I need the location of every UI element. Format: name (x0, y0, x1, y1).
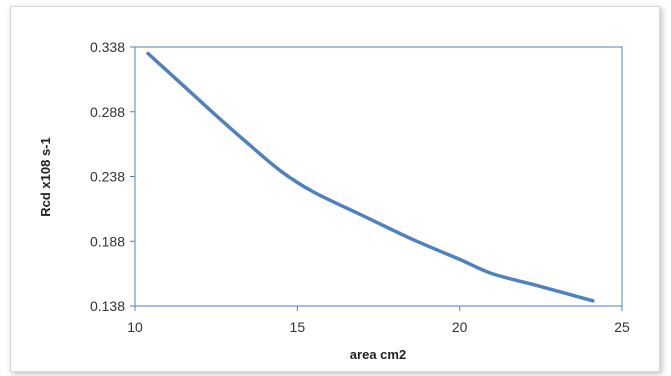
plot-area (134, 46, 623, 307)
x-tick-label: 15 (290, 319, 306, 335)
y-tick-label: 0.138 (90, 298, 125, 314)
y-tick-label: 0.238 (90, 169, 125, 185)
y-axis-title: Rcd x108 s-1 (38, 137, 53, 217)
y-tick-label: 0.288 (90, 104, 125, 120)
x-tick-label: 10 (127, 319, 143, 335)
x-tick-label: 25 (614, 319, 630, 335)
x-tick-label: 20 (452, 319, 468, 335)
y-tick-label: 0.188 (90, 233, 125, 249)
series-line (146, 51, 595, 303)
x-axis-title: area cm2 (350, 347, 406, 362)
y-tick-label: 0.338 (90, 39, 125, 55)
